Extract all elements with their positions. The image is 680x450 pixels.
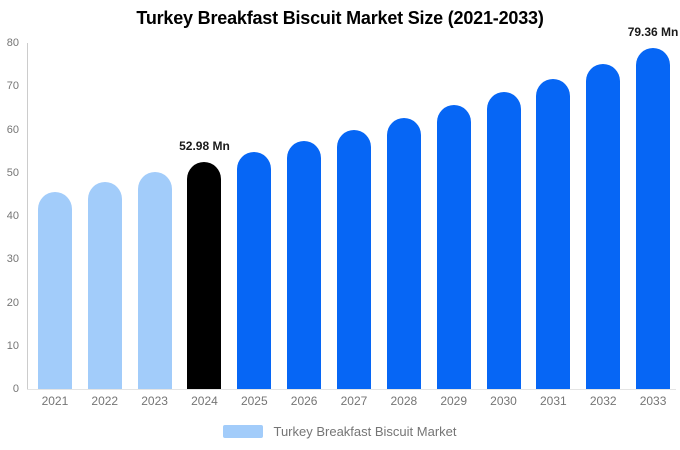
y-tick-label-80: 80 <box>6 37 19 49</box>
legend-label: Turkey Breakfast Biscuit Market <box>273 424 457 439</box>
x-tick-label-2033: 2033 <box>639 394 667 408</box>
bar-2027[interactable] <box>334 128 373 389</box>
bar-2033[interactable] <box>634 45 673 389</box>
y-axis: 0 10 20 30 40 50 60 70 80 <box>0 0 22 450</box>
x-tick-label-2022: 2022 <box>91 394 119 408</box>
x-tick-label-2024: 2024 <box>191 394 218 408</box>
x-tick-label-2028: 2028 <box>390 394 418 408</box>
x-tick-label-2032: 2032 <box>589 394 617 408</box>
y-tick-label-60: 60 <box>6 123 19 136</box>
bar-slot-2021 <box>30 43 80 389</box>
bar-2021[interactable] <box>35 189 74 389</box>
x-tick-label-2029: 2029 <box>440 394 468 408</box>
bar-slot-2033: 79.36 Mn <box>628 25 678 389</box>
y-tick-label-20: 20 <box>6 296 19 309</box>
bar-2023[interactable] <box>135 170 174 389</box>
plot-area: 52.98 Mn 79.36 Mn <box>30 25 678 389</box>
bar-slot-2029 <box>429 43 479 389</box>
bar-slot-2030 <box>479 43 529 389</box>
bar-slot-2022 <box>80 43 130 389</box>
bar-2025[interactable] <box>235 150 274 389</box>
bar-slot-2027 <box>329 43 379 389</box>
bar-2028[interactable] <box>384 116 423 389</box>
bar-slot-2028 <box>379 43 429 389</box>
bar-slot-2023 <box>130 43 180 389</box>
bar-2031[interactable] <box>534 76 573 389</box>
bar-slot-2031 <box>528 43 578 389</box>
bar-slot-2032 <box>578 43 628 389</box>
y-tick-label-0: 0 <box>12 383 19 395</box>
x-tick-label-2027: 2027 <box>340 394 368 408</box>
x-axis: 2021 2022 2023 2024 2025 2026 2027 2028 2029 2030… <box>30 394 678 408</box>
bar-2030[interactable] <box>484 89 523 389</box>
bar-2032[interactable] <box>584 62 623 389</box>
x-tick-label-2023: 2023 <box>141 394 168 408</box>
legend-swatch <box>223 425 264 438</box>
y-tick-label-70: 70 <box>6 80 19 93</box>
x-tick-label-2025: 2025 <box>240 394 268 408</box>
y-axis-line <box>27 43 28 389</box>
y-tick-label-10: 10 <box>6 339 19 352</box>
bar-slot-2026 <box>279 43 329 389</box>
bar-2024[interactable] <box>185 159 224 389</box>
x-tick-label-2031: 2031 <box>540 394 567 408</box>
legend[interactable]: Turkey Breakfast Biscuit Market <box>0 424 680 439</box>
bar-slot-2025 <box>229 43 279 389</box>
bar-value-label-2033: 79.36 Mn <box>627 24 679 39</box>
bar-2026[interactable] <box>285 139 324 389</box>
bar-slot-2024: 52.98 Mn <box>179 43 230 389</box>
y-tick-label-50: 50 <box>6 166 19 179</box>
chart-title: Turkey Breakfast Biscuit Market Size (20… <box>136 8 544 28</box>
x-axis-baseline <box>27 389 676 390</box>
bar-value-label-2024: 52.98 Mn <box>179 138 230 153</box>
bar-2022[interactable] <box>85 180 124 389</box>
y-tick-label-30: 30 <box>6 253 19 266</box>
x-tick-label-2030: 2030 <box>490 394 517 408</box>
y-tick-label-40: 40 <box>6 210 19 222</box>
bar-2029[interactable] <box>434 103 473 389</box>
x-tick-label-2026: 2026 <box>290 394 318 408</box>
x-tick-label-2021: 2021 <box>41 394 69 408</box>
